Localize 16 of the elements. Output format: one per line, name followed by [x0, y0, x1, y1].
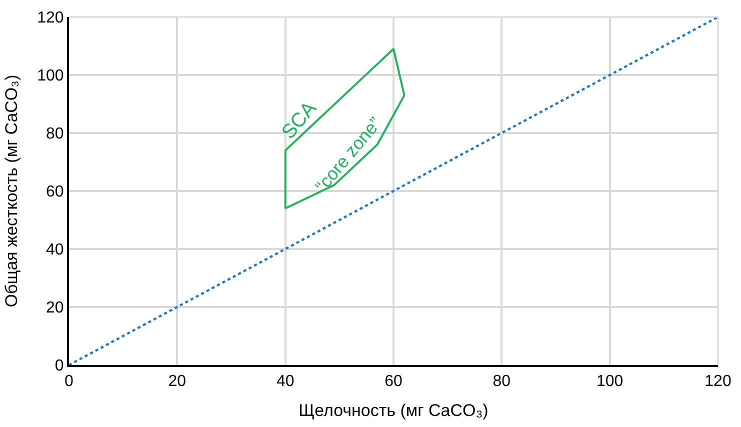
y-tick-label: 120 [37, 10, 64, 27]
y-axis-title: Общая жесткость (мг CaCO₃) [2, 74, 22, 308]
y-tick-label: 20 [46, 300, 64, 317]
y-tick-label: 80 [46, 126, 64, 143]
y-tick-label: 0 [54, 358, 64, 375]
y-tick-label: 100 [37, 68, 64, 85]
x-tick-label: 20 [168, 373, 186, 390]
x-axis-title: Щелочность (мг CaCO₃) [298, 401, 488, 420]
x-tick-label: 120 [704, 373, 732, 390]
x-tick-label: 80 [492, 373, 511, 390]
x-tick-label: 60 [384, 373, 402, 390]
x-tick-label: 40 [276, 373, 294, 390]
y-tick-label: 40 [46, 242, 64, 259]
x-tick-label: 100 [596, 373, 624, 390]
annotation: SCA [278, 97, 322, 144]
y-tick-label: 60 [46, 184, 64, 201]
